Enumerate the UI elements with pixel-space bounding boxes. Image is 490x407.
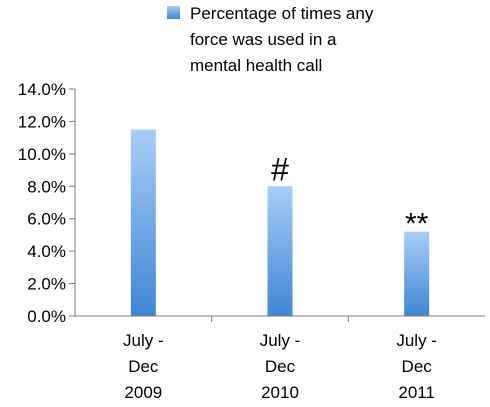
y-tick-label: 8.0% <box>27 177 66 196</box>
bar-annotations: # ** <box>271 151 429 240</box>
x-tick-label: Dec <box>402 357 433 376</box>
y-tick-label: 12.0% <box>18 112 66 131</box>
y-tick-label: 0.0% <box>27 307 66 326</box>
x-tick-label: July - <box>123 331 164 350</box>
legend: Percentage of times any force was used i… <box>167 4 374 75</box>
bar <box>267 186 293 316</box>
x-axis: July - Dec 2009 July - Dec 2010 July - Dec 2011 <box>75 315 485 402</box>
x-tick-label: 2010 <box>261 383 299 402</box>
x-tick-label: 2011 <box>398 383 435 402</box>
bars <box>130 129 430 316</box>
y-tick-label: 4.0% <box>27 242 66 261</box>
y-tick-label: 10.0% <box>18 145 66 164</box>
bar <box>130 129 156 316</box>
bar-annotation: ** <box>405 208 429 241</box>
x-tick-label: Dec <box>128 357 159 376</box>
bar-annotation: # <box>271 151 289 187</box>
x-tick-label: 2009 <box>124 383 162 402</box>
legend-label-line-1: Percentage of times any <box>190 4 374 23</box>
x-tick-label: July - <box>260 331 301 350</box>
bar <box>404 231 430 316</box>
y-tick-label: 6.0% <box>27 210 66 229</box>
legend-label-line-3: mental health call <box>190 56 322 75</box>
y-axis: 0.0% 2.0% 4.0% 6.0% 8.0% 10.0% 12.0% 14.0% <box>18 80 76 326</box>
y-tick-label: 14.0% <box>18 80 66 99</box>
x-tick-label: July - <box>396 331 437 350</box>
legend-swatch <box>167 6 180 19</box>
y-tick-label: 2.0% <box>27 275 66 294</box>
legend-label-line-2: force was used in a <box>190 30 337 49</box>
x-tick-label: Dec <box>265 357 296 376</box>
